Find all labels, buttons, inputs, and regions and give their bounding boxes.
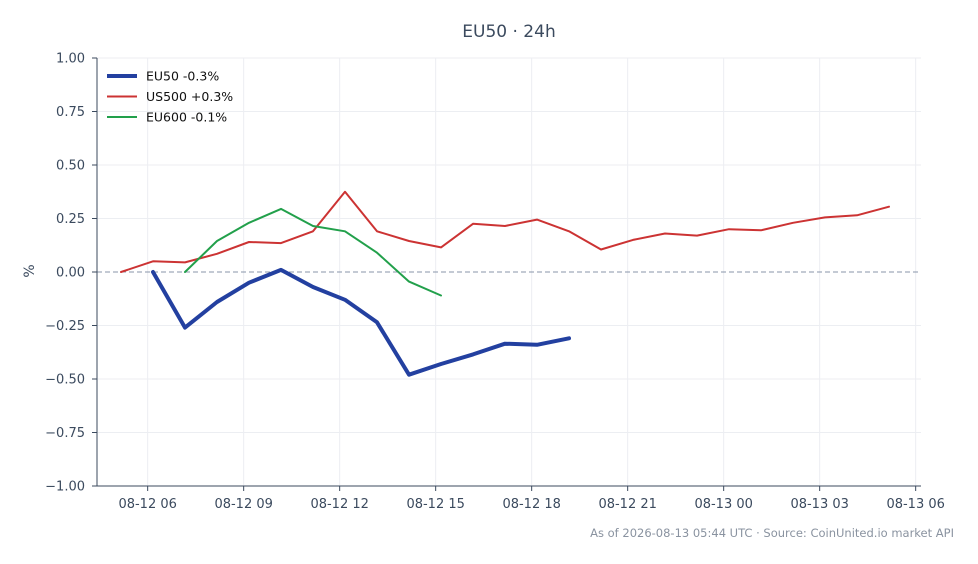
x-tick-label: 08-13 06 xyxy=(886,497,944,512)
footer-text: As of 2026-08-13 05:44 UTC · Source: Coi… xyxy=(590,526,954,540)
y-tick-label: 0.25 xyxy=(56,212,85,227)
legend-label: EU50 -0.3% xyxy=(146,69,219,84)
x-tick-label: 08-12 15 xyxy=(406,497,464,512)
y-tick-label: 0.50 xyxy=(56,159,85,174)
x-tick-label: 08-12 18 xyxy=(502,497,560,512)
x-tick-label: 08-12 21 xyxy=(598,497,656,512)
y-tick-label: 1.00 xyxy=(56,52,85,67)
series-line-2 xyxy=(184,207,442,297)
legend: EU50 -0.3% US500 +0.3% EU600 -0.1% xyxy=(107,69,233,125)
x-tick-label: 08-13 03 xyxy=(790,497,848,512)
y-tick-label: −0.50 xyxy=(45,373,85,388)
series-layer xyxy=(120,190,890,377)
y-axis-label: % xyxy=(22,264,38,277)
y-tick-label: −0.25 xyxy=(45,319,85,334)
series-line-0 xyxy=(151,267,571,377)
x-tick-label: 08-12 12 xyxy=(310,497,368,512)
x-ticks: 08-12 06 08-12 09 08-12 12 08-12 15 08-12 18… xyxy=(118,486,945,512)
legend-label: EU600 -0.1% xyxy=(146,110,227,125)
x-tick-label: 08-13 00 xyxy=(694,497,752,512)
series-line-1 xyxy=(120,190,890,273)
x-tick-label: 08-12 06 xyxy=(118,497,176,512)
x-tick-label: 08-12 09 xyxy=(214,497,272,512)
y-tick-label: 0.00 xyxy=(56,266,85,281)
y-tick-label: −0.75 xyxy=(45,426,85,441)
y-tick-label: −1.00 xyxy=(45,480,85,495)
y-tick-label: 0.75 xyxy=(56,105,85,120)
legend-label: US500 +0.3% xyxy=(146,89,233,104)
y-ticks: 1.00 0.75 0.50 0.25 0.00 −0.25 −0.50 −0.75 −1.00 xyxy=(45,52,97,495)
chart-title: EU50 · 24h xyxy=(462,22,555,42)
